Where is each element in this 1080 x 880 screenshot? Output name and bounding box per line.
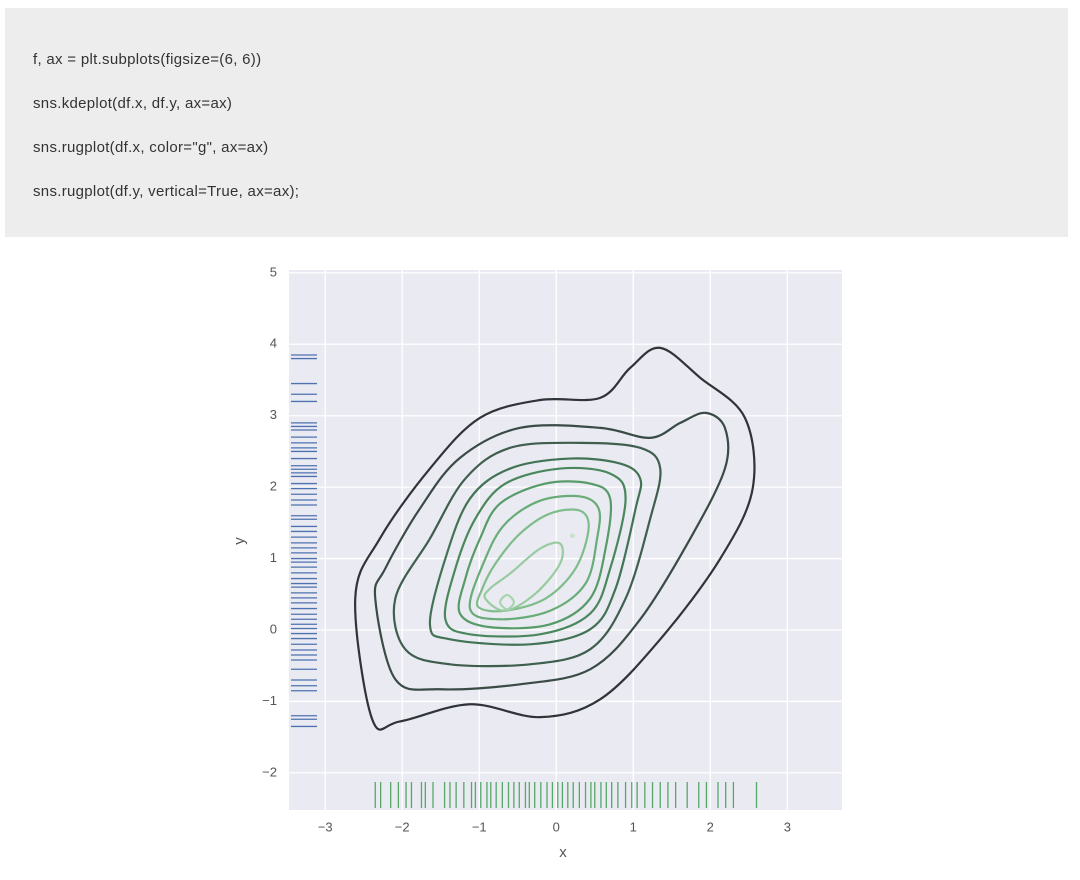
code-block: f, ax = plt.subplots(figsize=(6, 6)) sns… (5, 8, 1068, 237)
plot-area (289, 270, 842, 810)
y-tick-label: 0 (270, 621, 277, 636)
code-line: sns.rugplot(df.y, vertical=True, ax=ax); (33, 183, 300, 200)
x-tick-label: −3 (318, 819, 333, 834)
code-line: sns.rugplot(df.x, color="g", ax=ax) (33, 139, 269, 156)
kde-contour (354, 346, 756, 731)
x-tick-label: 3 (784, 819, 791, 834)
kde-contour (468, 494, 602, 621)
kde-contour (475, 508, 590, 613)
kde-contour (428, 457, 643, 646)
x-tick-label: 0 (553, 819, 560, 834)
y-tick-label: 1 (270, 550, 277, 565)
y-tick-label: −2 (262, 764, 277, 779)
y-tick-label: −1 (262, 693, 277, 708)
code-line: f, ax = plt.subplots(figsize=(6, 6)) (33, 51, 262, 68)
x-axis-label: x (559, 844, 567, 861)
x-tick-label: −2 (395, 819, 410, 834)
y-tick-label: 2 (270, 479, 277, 494)
kde-contour (373, 411, 730, 691)
kde-contour (392, 441, 662, 668)
kde-contour (443, 466, 627, 638)
x-tick-label: −1 (472, 819, 487, 834)
y-tick-label: 3 (270, 407, 277, 422)
code-line: sns.kdeplot(df.x, df.y, ax=ax) (33, 95, 233, 112)
kde-contour (457, 480, 613, 630)
y-tick-label: 5 (270, 264, 277, 279)
y-axis-label: y (231, 537, 248, 545)
kde-contour (498, 593, 515, 611)
y-tick-label: 4 (270, 336, 277, 351)
kde-contour (483, 541, 564, 612)
x-tick-label: 2 (707, 819, 714, 834)
kde-contour (569, 533, 576, 539)
x-tick-label: 1 (630, 819, 637, 834)
